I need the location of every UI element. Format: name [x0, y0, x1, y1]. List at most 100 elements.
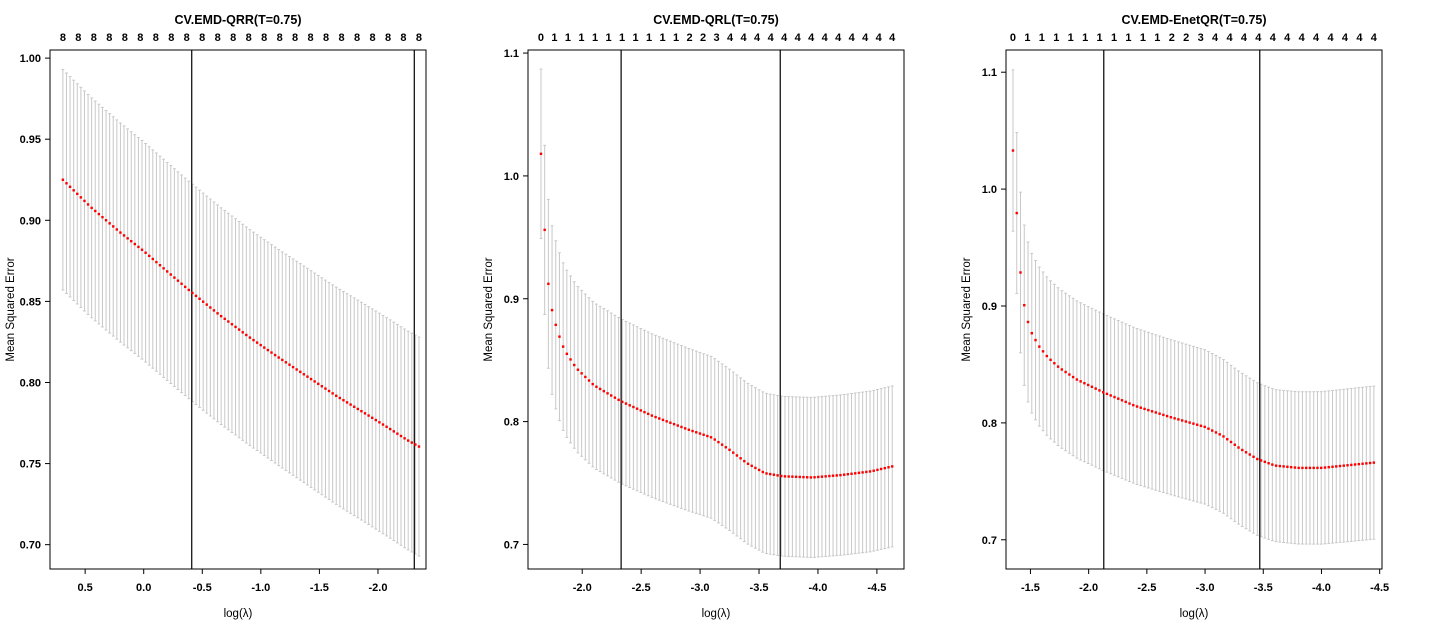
data-point	[180, 282, 183, 285]
data-point	[824, 475, 827, 478]
data-point	[1105, 392, 1109, 396]
top-axis-label: 1	[659, 32, 665, 44]
data-point	[554, 323, 557, 327]
data-point	[872, 469, 875, 472]
data-point	[1143, 407, 1146, 411]
top-axis-label: 4	[741, 32, 748, 44]
top-axis-label: 8	[91, 32, 97, 44]
top-axis-label: 8	[277, 32, 283, 44]
y-tick-label: 0.9	[504, 294, 519, 306]
y-tick-label: 0.8	[982, 418, 997, 430]
data-point	[1011, 149, 1015, 152]
top-axis-label: 4	[1241, 32, 1248, 44]
data-point	[94, 209, 97, 213]
data-point	[1045, 354, 1049, 358]
data-point	[1259, 459, 1263, 462]
top-axis-label: 8	[292, 32, 298, 44]
data-point	[1090, 385, 1094, 388]
data-point	[746, 462, 750, 465]
top-axis-label: 1	[605, 32, 611, 44]
data-point	[144, 251, 147, 254]
data-point	[1229, 440, 1233, 444]
data-point	[1128, 402, 1131, 405]
data-point	[547, 282, 550, 286]
data-point	[717, 440, 720, 444]
top-axis-label: 4	[1371, 32, 1378, 44]
data-point	[1222, 435, 1225, 438]
data-point	[809, 476, 813, 479]
data-point	[709, 436, 713, 439]
data-point	[580, 372, 583, 375]
data-point	[1207, 427, 1210, 430]
data-point	[187, 288, 190, 292]
data-point	[97, 212, 101, 216]
data-point	[162, 267, 165, 270]
data-point	[1180, 419, 1184, 422]
data-point	[194, 294, 198, 298]
data-point	[632, 405, 635, 409]
y-tick-label: 0.9	[982, 301, 997, 313]
data-point	[281, 358, 284, 362]
data-point	[331, 392, 334, 395]
data-point	[1293, 466, 1297, 469]
x-tick-label: -4.5	[867, 582, 886, 594]
data-point	[1049, 358, 1052, 362]
data-point	[219, 314, 223, 318]
top-axis-label: 8	[246, 32, 252, 44]
data-point	[1188, 421, 1191, 424]
data-point	[831, 474, 835, 477]
data-point	[237, 328, 241, 331]
data-point	[183, 285, 187, 289]
data-point	[320, 385, 324, 388]
data-point	[79, 196, 83, 199]
y-tick-label: 1.0	[504, 171, 519, 183]
top-axis-label: 2	[687, 32, 693, 44]
plot-frame	[1005, 49, 1383, 570]
data-point	[868, 470, 872, 473]
data-point	[787, 475, 790, 478]
data-point	[828, 474, 831, 478]
data-point	[65, 182, 68, 185]
data-point	[313, 380, 316, 383]
data-point	[1327, 465, 1330, 469]
data-point	[720, 443, 724, 446]
data-point	[613, 396, 617, 399]
top-axis-label: 1	[619, 32, 625, 44]
data-point	[1184, 420, 1188, 423]
data-point	[122, 234, 126, 237]
data-point	[158, 264, 162, 267]
data-point	[602, 389, 606, 393]
top-axis-label: 8	[199, 32, 205, 44]
data-point	[850, 472, 853, 475]
data-point	[1350, 463, 1353, 467]
data-point	[706, 434, 709, 438]
data-point	[1267, 462, 1270, 465]
data-point	[839, 473, 842, 477]
data-point	[367, 414, 370, 417]
data-point	[813, 476, 816, 479]
top-axis-label: 8	[60, 32, 66, 44]
data-point	[349, 403, 352, 406]
x-tick-label: -3.0	[1196, 582, 1215, 594]
x-axis-label: log(λ)	[224, 608, 253, 620]
data-point	[1150, 410, 1154, 413]
data-point	[1199, 424, 1203, 428]
data-point	[155, 260, 158, 264]
data-point	[1297, 466, 1300, 470]
data-point	[669, 421, 672, 424]
data-point	[1098, 389, 1101, 392]
data-point	[680, 425, 683, 429]
data-point	[1331, 465, 1334, 468]
x-tick-label: -2.0	[368, 582, 387, 594]
top-axis-label: 4	[1255, 32, 1262, 44]
data-point	[1147, 408, 1150, 412]
errorbar-group	[539, 68, 894, 558]
x-tick-label: -2.0	[573, 582, 592, 594]
data-point	[396, 432, 399, 435]
data-point	[1113, 395, 1116, 399]
data-point	[569, 358, 572, 361]
top-axis-label: 8	[369, 32, 375, 44]
data-point	[119, 231, 122, 234]
data-point	[148, 254, 151, 258]
y-tick-label: 0.8	[504, 417, 519, 429]
